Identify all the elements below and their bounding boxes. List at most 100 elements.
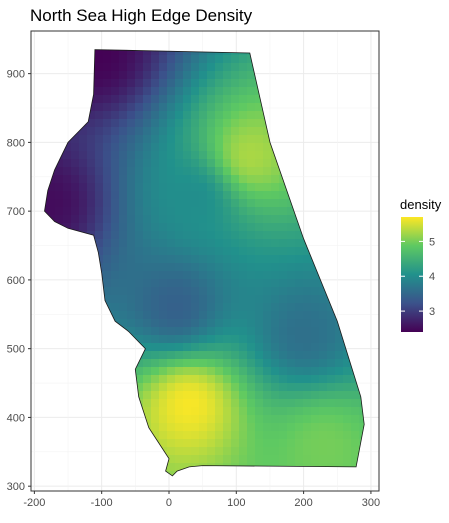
density-cell	[191, 439, 200, 448]
density-cell	[239, 431, 248, 440]
density-cell	[231, 263, 240, 272]
density-cell	[271, 335, 280, 344]
density-cell	[287, 447, 296, 456]
legend-tick-label: 4	[429, 271, 435, 283]
density-cell	[55, 183, 64, 192]
density-cell	[183, 207, 192, 216]
density-cell	[263, 247, 272, 256]
density-cell	[247, 199, 256, 208]
density-cell	[167, 415, 176, 424]
density-cell	[175, 49, 184, 56]
density-cell	[311, 423, 320, 432]
density-cell	[159, 295, 168, 304]
density-cell	[183, 79, 192, 88]
density-cell	[143, 335, 152, 344]
density-cell	[55, 167, 64, 176]
density-cell	[215, 191, 224, 200]
density-cell	[207, 287, 216, 296]
density-cell	[239, 383, 248, 392]
density-cell	[135, 287, 144, 296]
density-cell	[151, 375, 160, 384]
density-cell	[159, 431, 168, 440]
density-cell	[223, 87, 232, 96]
density-cell	[135, 63, 144, 72]
density-cell	[255, 239, 264, 248]
density-cell	[111, 311, 120, 320]
density-cell	[191, 319, 200, 328]
density-cell	[175, 239, 184, 248]
density-cell	[207, 239, 216, 248]
density-cell	[239, 375, 248, 384]
density-cell	[207, 431, 216, 440]
density-cell	[255, 159, 264, 168]
density-cell	[287, 303, 296, 312]
density-cell	[263, 199, 272, 208]
density-cell	[263, 335, 272, 344]
density-cell	[215, 407, 224, 416]
density-cell	[263, 399, 272, 408]
density-cell	[63, 167, 72, 176]
density-cell	[279, 407, 288, 416]
density-cell	[351, 383, 360, 392]
density-cell	[303, 407, 312, 416]
density-cell	[247, 287, 256, 296]
density-cell	[167, 311, 176, 320]
density-cell	[247, 175, 256, 184]
density-cell	[223, 175, 232, 184]
density-cell	[343, 391, 352, 400]
density-cell	[239, 399, 248, 408]
density-cell	[159, 231, 168, 240]
density-cell	[71, 207, 80, 216]
density-cell	[87, 167, 96, 176]
density-cell	[191, 111, 200, 120]
density-cell	[215, 159, 224, 168]
density-cell	[327, 439, 336, 448]
density-cell	[87, 215, 96, 224]
density-cell	[151, 335, 160, 344]
density-cell	[279, 271, 288, 280]
density-cell	[191, 127, 200, 136]
density-cell	[327, 455, 336, 464]
density-cell	[143, 199, 152, 208]
density-cell	[199, 79, 208, 88]
density-cell	[135, 95, 144, 104]
density-cell	[215, 399, 224, 408]
density-cell	[159, 359, 168, 368]
density-cell	[279, 311, 288, 320]
density-cell	[159, 351, 168, 360]
density-cell	[247, 359, 256, 368]
density-cell	[151, 295, 160, 304]
density-cell	[183, 303, 192, 312]
density-cell	[215, 143, 224, 152]
density-cell	[287, 295, 296, 304]
density-cell	[255, 95, 264, 104]
y-tick-label: 500	[7, 344, 25, 356]
density-cell	[199, 263, 208, 272]
density-cell	[359, 423, 365, 432]
density-cell	[271, 391, 280, 400]
density-cell	[327, 391, 336, 400]
density-cell	[159, 183, 168, 192]
density-cell	[263, 303, 272, 312]
density-cell	[247, 367, 256, 376]
density-cell	[191, 351, 200, 360]
density-cell	[143, 63, 152, 72]
density-cell	[287, 431, 296, 440]
density-cell	[135, 311, 144, 320]
density-cell	[287, 391, 296, 400]
density-cell	[295, 247, 304, 256]
density-cell	[103, 231, 112, 240]
density-cell	[287, 255, 296, 264]
region-outline	[44, 49, 365, 477]
density-cell	[287, 311, 296, 320]
density-cell	[167, 239, 176, 248]
density-cell	[255, 383, 264, 392]
density-cell	[127, 303, 136, 312]
density-cell	[263, 327, 272, 336]
density-cell	[191, 383, 200, 392]
density-cell	[87, 143, 96, 152]
y-tick-label: 600	[7, 275, 25, 287]
density-cell	[247, 127, 256, 136]
density-cell	[271, 447, 280, 456]
density-cell	[263, 255, 272, 264]
